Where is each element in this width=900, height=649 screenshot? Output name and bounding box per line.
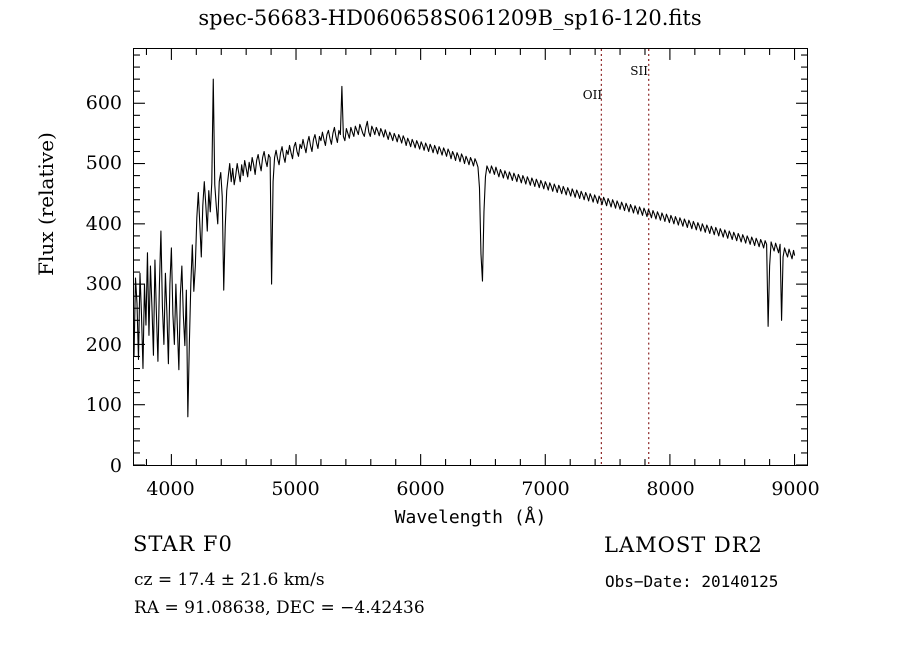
object-class-text: STAR F0 <box>133 532 233 556</box>
x-tick-label: 8000 <box>646 478 695 500</box>
line-marker-label-oii: OII <box>582 88 603 102</box>
y-tick-label: 500 <box>85 152 122 175</box>
x-axis-title: Wavelength (Å) <box>394 507 547 528</box>
axis-ticks <box>134 49 807 465</box>
x-tick-label: 4000 <box>146 478 195 500</box>
y-tick-label: 0 <box>109 455 122 477</box>
coordinates-text: RA = 91.08638, DEC = −4.42436 <box>134 598 425 618</box>
spectrum-trace <box>134 78 796 418</box>
y-tick-label: 600 <box>85 91 122 114</box>
plot-area <box>133 48 808 466</box>
observation-date-text: Obs−Date: 20140125 <box>605 572 779 591</box>
page-title: spec-56683-HD060658S061209B_sp16-120.fit… <box>198 6 702 30</box>
y-tick-label: 400 <box>85 212 122 235</box>
x-tick-label: 7000 <box>521 478 570 500</box>
survey-name-text: LAMOST DR2 <box>604 533 763 557</box>
spectrum-canvas <box>134 49 807 465</box>
redshift-velocity-text: cz = 17.4 ± 21.6 km/s <box>134 570 325 590</box>
y-axis-title: Flux (relative) <box>34 132 58 276</box>
x-tick-label: 6000 <box>396 478 445 500</box>
line-marker-group <box>600 49 650 465</box>
line-marker-label-sii: SII <box>630 64 648 78</box>
x-tick-label: 9000 <box>771 478 820 500</box>
x-tick-label: 5000 <box>271 478 320 500</box>
y-tick-label: 100 <box>85 394 122 417</box>
y-tick-label: 300 <box>85 273 122 296</box>
y-tick-label: 200 <box>85 333 122 356</box>
